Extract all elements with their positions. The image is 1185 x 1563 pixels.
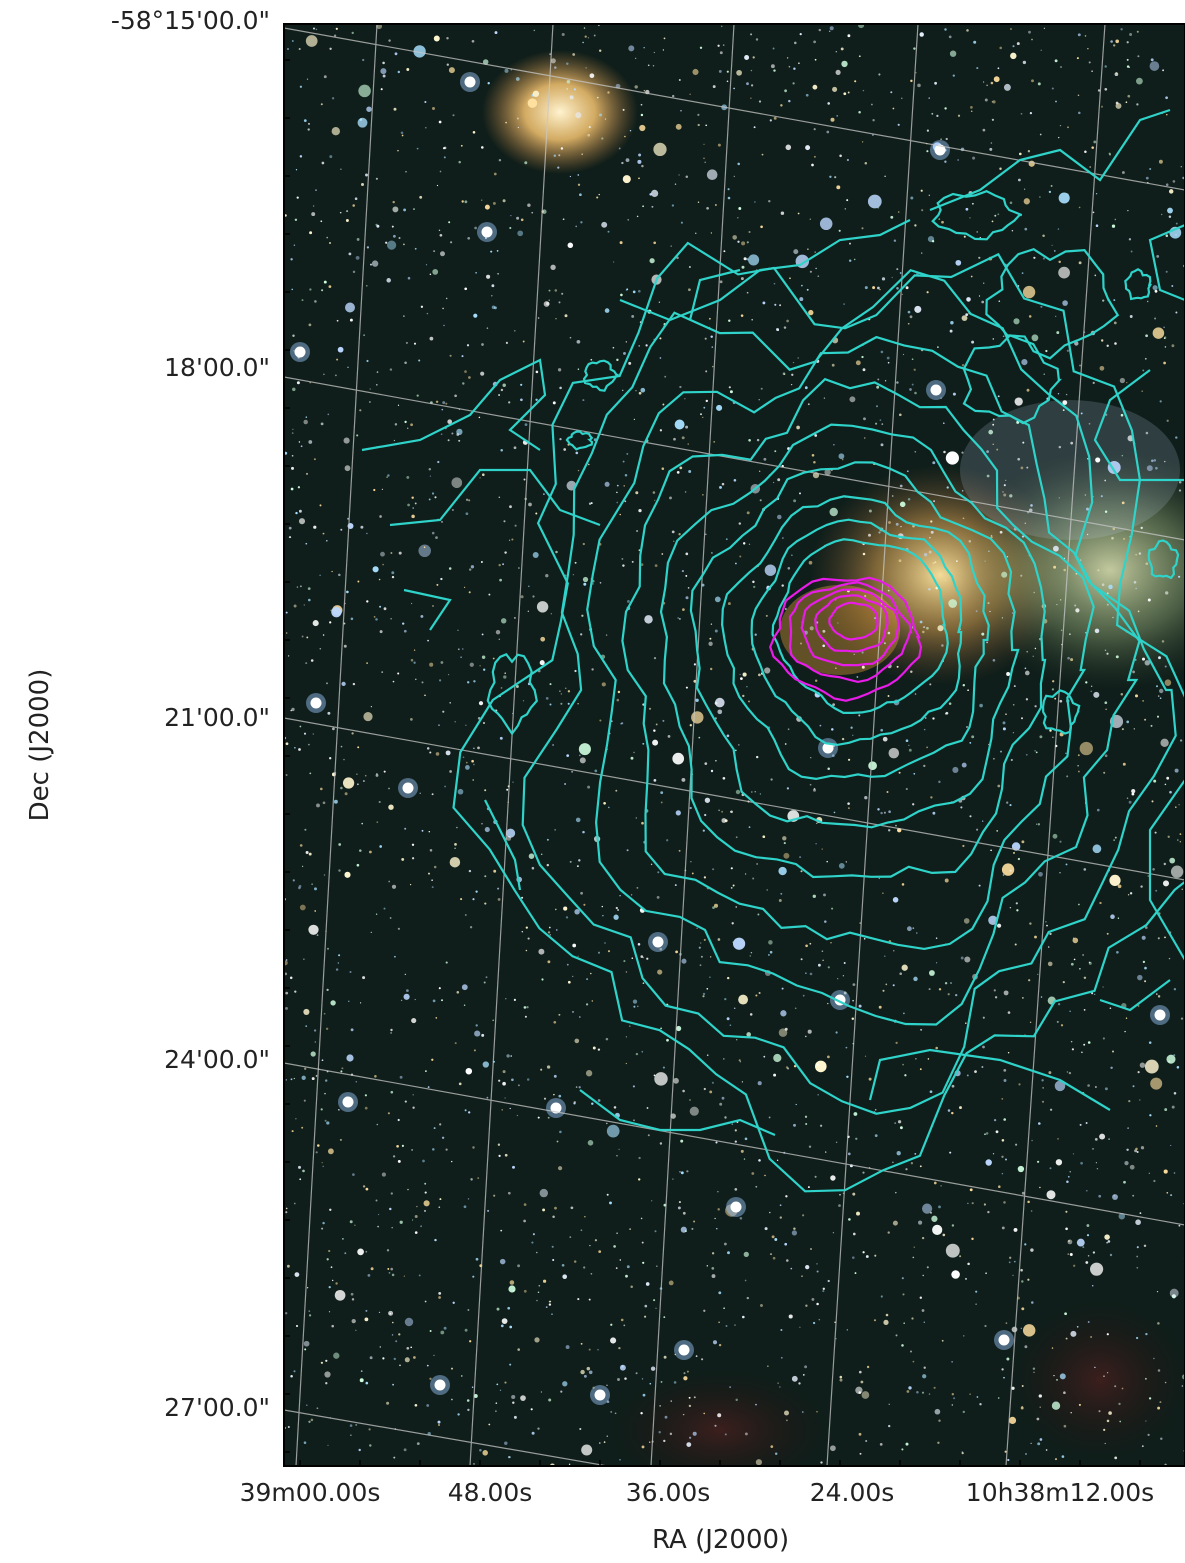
- axis-ticks: [284, 59, 1141, 1466]
- ra-tick-label: 24.00s: [809, 1478, 895, 1507]
- nebula-top: [482, 50, 638, 174]
- ra-tick-label: 10h38m12.00s: [965, 1478, 1155, 1507]
- ra-tick-label: 36.00s: [625, 1478, 711, 1507]
- magenta-contours: [769, 576, 923, 702]
- dec-tick-label: 27'00.0": [164, 1393, 270, 1422]
- ra-tick-label: 48.00s: [447, 1478, 533, 1507]
- dec-tick-label: 24'00.0": [164, 1045, 270, 1074]
- ra-tick-label: 39m00.00s: [239, 1478, 381, 1507]
- cyan-contours: [361, 108, 1185, 1193]
- x-axis-title: RA (J2000): [652, 1525, 790, 1555]
- dec-tick-label: -58°15'00.0": [110, 6, 270, 35]
- dec-tick-label: 18'00.0": [164, 353, 270, 382]
- dec-tick-label: 21'00.0": [164, 703, 270, 732]
- image-frame: [283, 23, 1185, 1467]
- y-axis-title: Dec (J2000): [25, 668, 55, 822]
- coordinate-grid: [284, 24, 1185, 1466]
